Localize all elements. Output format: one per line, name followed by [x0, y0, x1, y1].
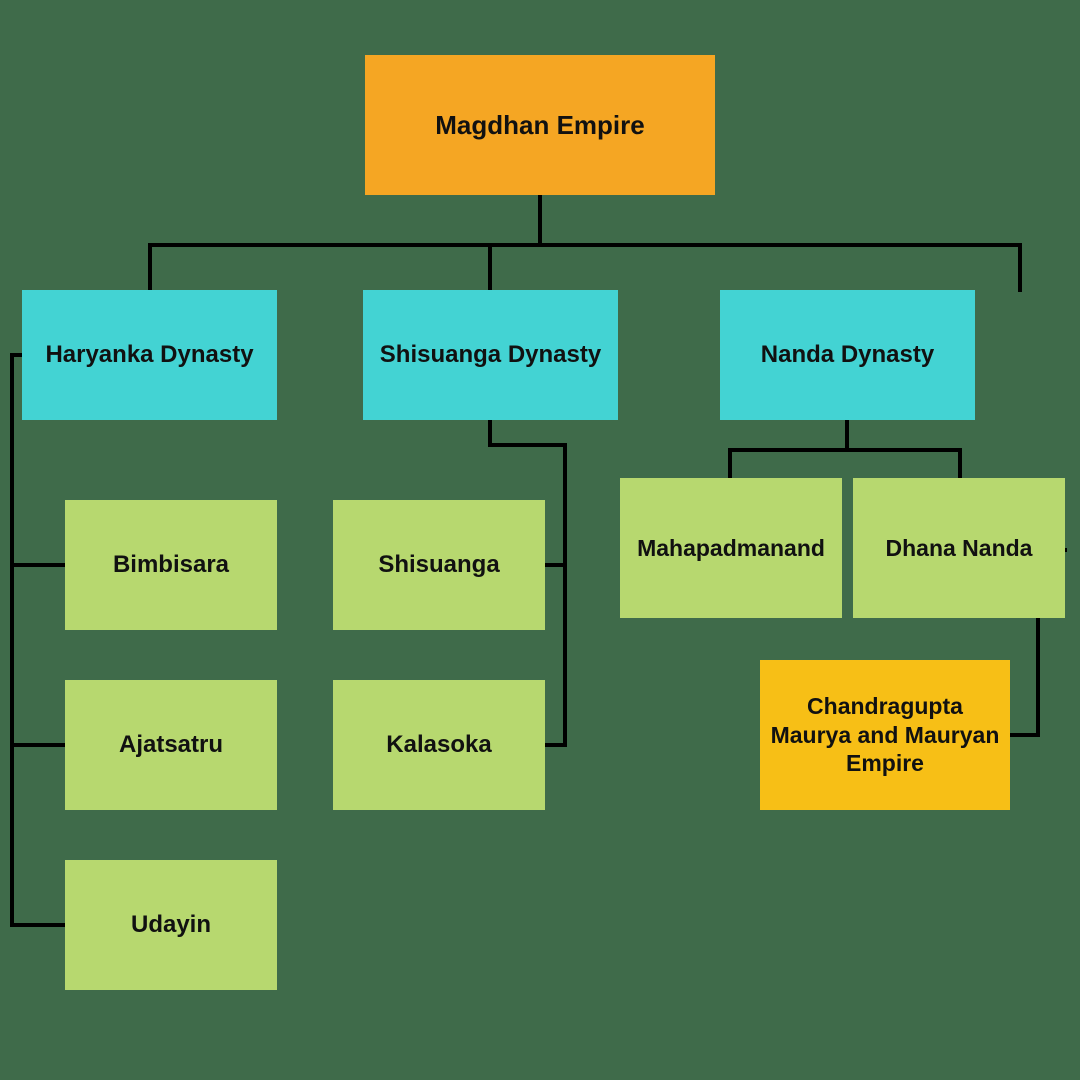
node-ajat: Ajatsatru: [65, 680, 277, 810]
node-root: Magdhan Empire: [365, 55, 715, 195]
node-kala: Kalasoka: [333, 680, 545, 810]
node-shisu: Shisuanga Dynasty: [363, 290, 618, 420]
node-haryanka: Haryanka Dynasty: [22, 290, 277, 420]
node-udayin: Udayin: [65, 860, 277, 990]
node-dhana: Dhana Nanda: [853, 478, 1065, 618]
node-bimbi: Bimbisara: [65, 500, 277, 630]
node-nanda: Nanda Dynasty: [720, 290, 975, 420]
node-shisu2: Shisuanga: [333, 500, 545, 630]
node-maurya: Chandragupta Maurya and Mauryan Empire: [760, 660, 1010, 810]
edge: [12, 355, 65, 925]
node-maha: Mahapadmanand: [620, 478, 842, 618]
